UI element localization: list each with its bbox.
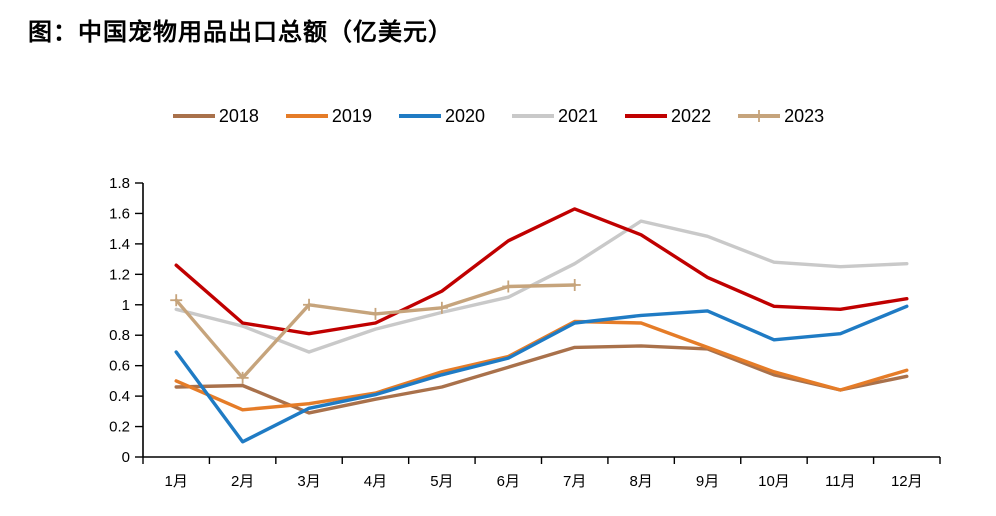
y-tick-label: 0.4 (109, 388, 130, 405)
y-tick-label: 0.8 (109, 327, 130, 344)
y-tick-label: 1.6 (109, 205, 130, 222)
legend-item-2021: 2021 (511, 104, 598, 128)
x-tick-label: 6月 (497, 473, 520, 490)
y-tick-label: 0 (122, 449, 130, 466)
legend-label-2018: 2018 (218, 106, 259, 126)
legend-label-2023: 2023 (784, 106, 825, 126)
legend-item-2018: 2018 (172, 104, 259, 128)
legend-swatch-2019 (285, 114, 328, 118)
y-tick-label: 1.2 (109, 266, 130, 283)
x-tick-label: 11月 (825, 473, 856, 490)
x-tick-label: 9月 (696, 473, 719, 490)
legend-swatch-2021 (512, 114, 554, 118)
chart-legend: 2018 2019 2020 2021 2022 2023 (0, 104, 996, 128)
series-line-2019 (174, 319, 909, 412)
legend-swatch-2018 (172, 114, 215, 118)
y-tick-label: 1 (122, 297, 130, 314)
series-line-2020 (174, 304, 909, 444)
legend-label-2020: 2020 (444, 106, 485, 126)
x-tick-label: 10月 (758, 473, 790, 490)
x-tick-label: 8月 (629, 473, 652, 490)
legend-label-2021: 2021 (558, 106, 599, 126)
legend-label-2019: 2019 (331, 106, 372, 126)
legend-swatch-2020 (398, 114, 441, 118)
series-line-2021 (174, 219, 909, 354)
legend-item-2019: 2019 (285, 104, 372, 128)
legend-label-2022: 2022 (671, 106, 712, 126)
y-tick-label: 0.2 (109, 419, 130, 436)
x-tick-label: 1月 (165, 473, 188, 490)
chart-title: 图：中国宠物用品出口总额（亿美元） (28, 17, 453, 46)
y-tick-label: 1.4 (109, 236, 130, 253)
legend-item-2023: 2023 (737, 104, 824, 128)
x-tick-label: 2月 (231, 473, 254, 490)
x-tick-label: 3月 (297, 473, 320, 490)
legend-swatch-2022 (625, 114, 668, 118)
x-tick-label: 7月 (563, 473, 586, 490)
series-line-2022 (174, 207, 909, 336)
legend-item-2020: 2020 (398, 104, 485, 128)
series-line-2018 (174, 344, 909, 415)
legend-item-2022: 2022 (624, 104, 711, 128)
y-tick-label: 1.8 (109, 175, 130, 192)
y-tick-label: 0.6 (109, 358, 130, 375)
legend-swatch-2023 (738, 110, 781, 122)
x-tick-label: 4月 (364, 473, 387, 490)
x-tick-label: 12月 (891, 473, 923, 490)
x-tick-label: 5月 (430, 473, 453, 490)
